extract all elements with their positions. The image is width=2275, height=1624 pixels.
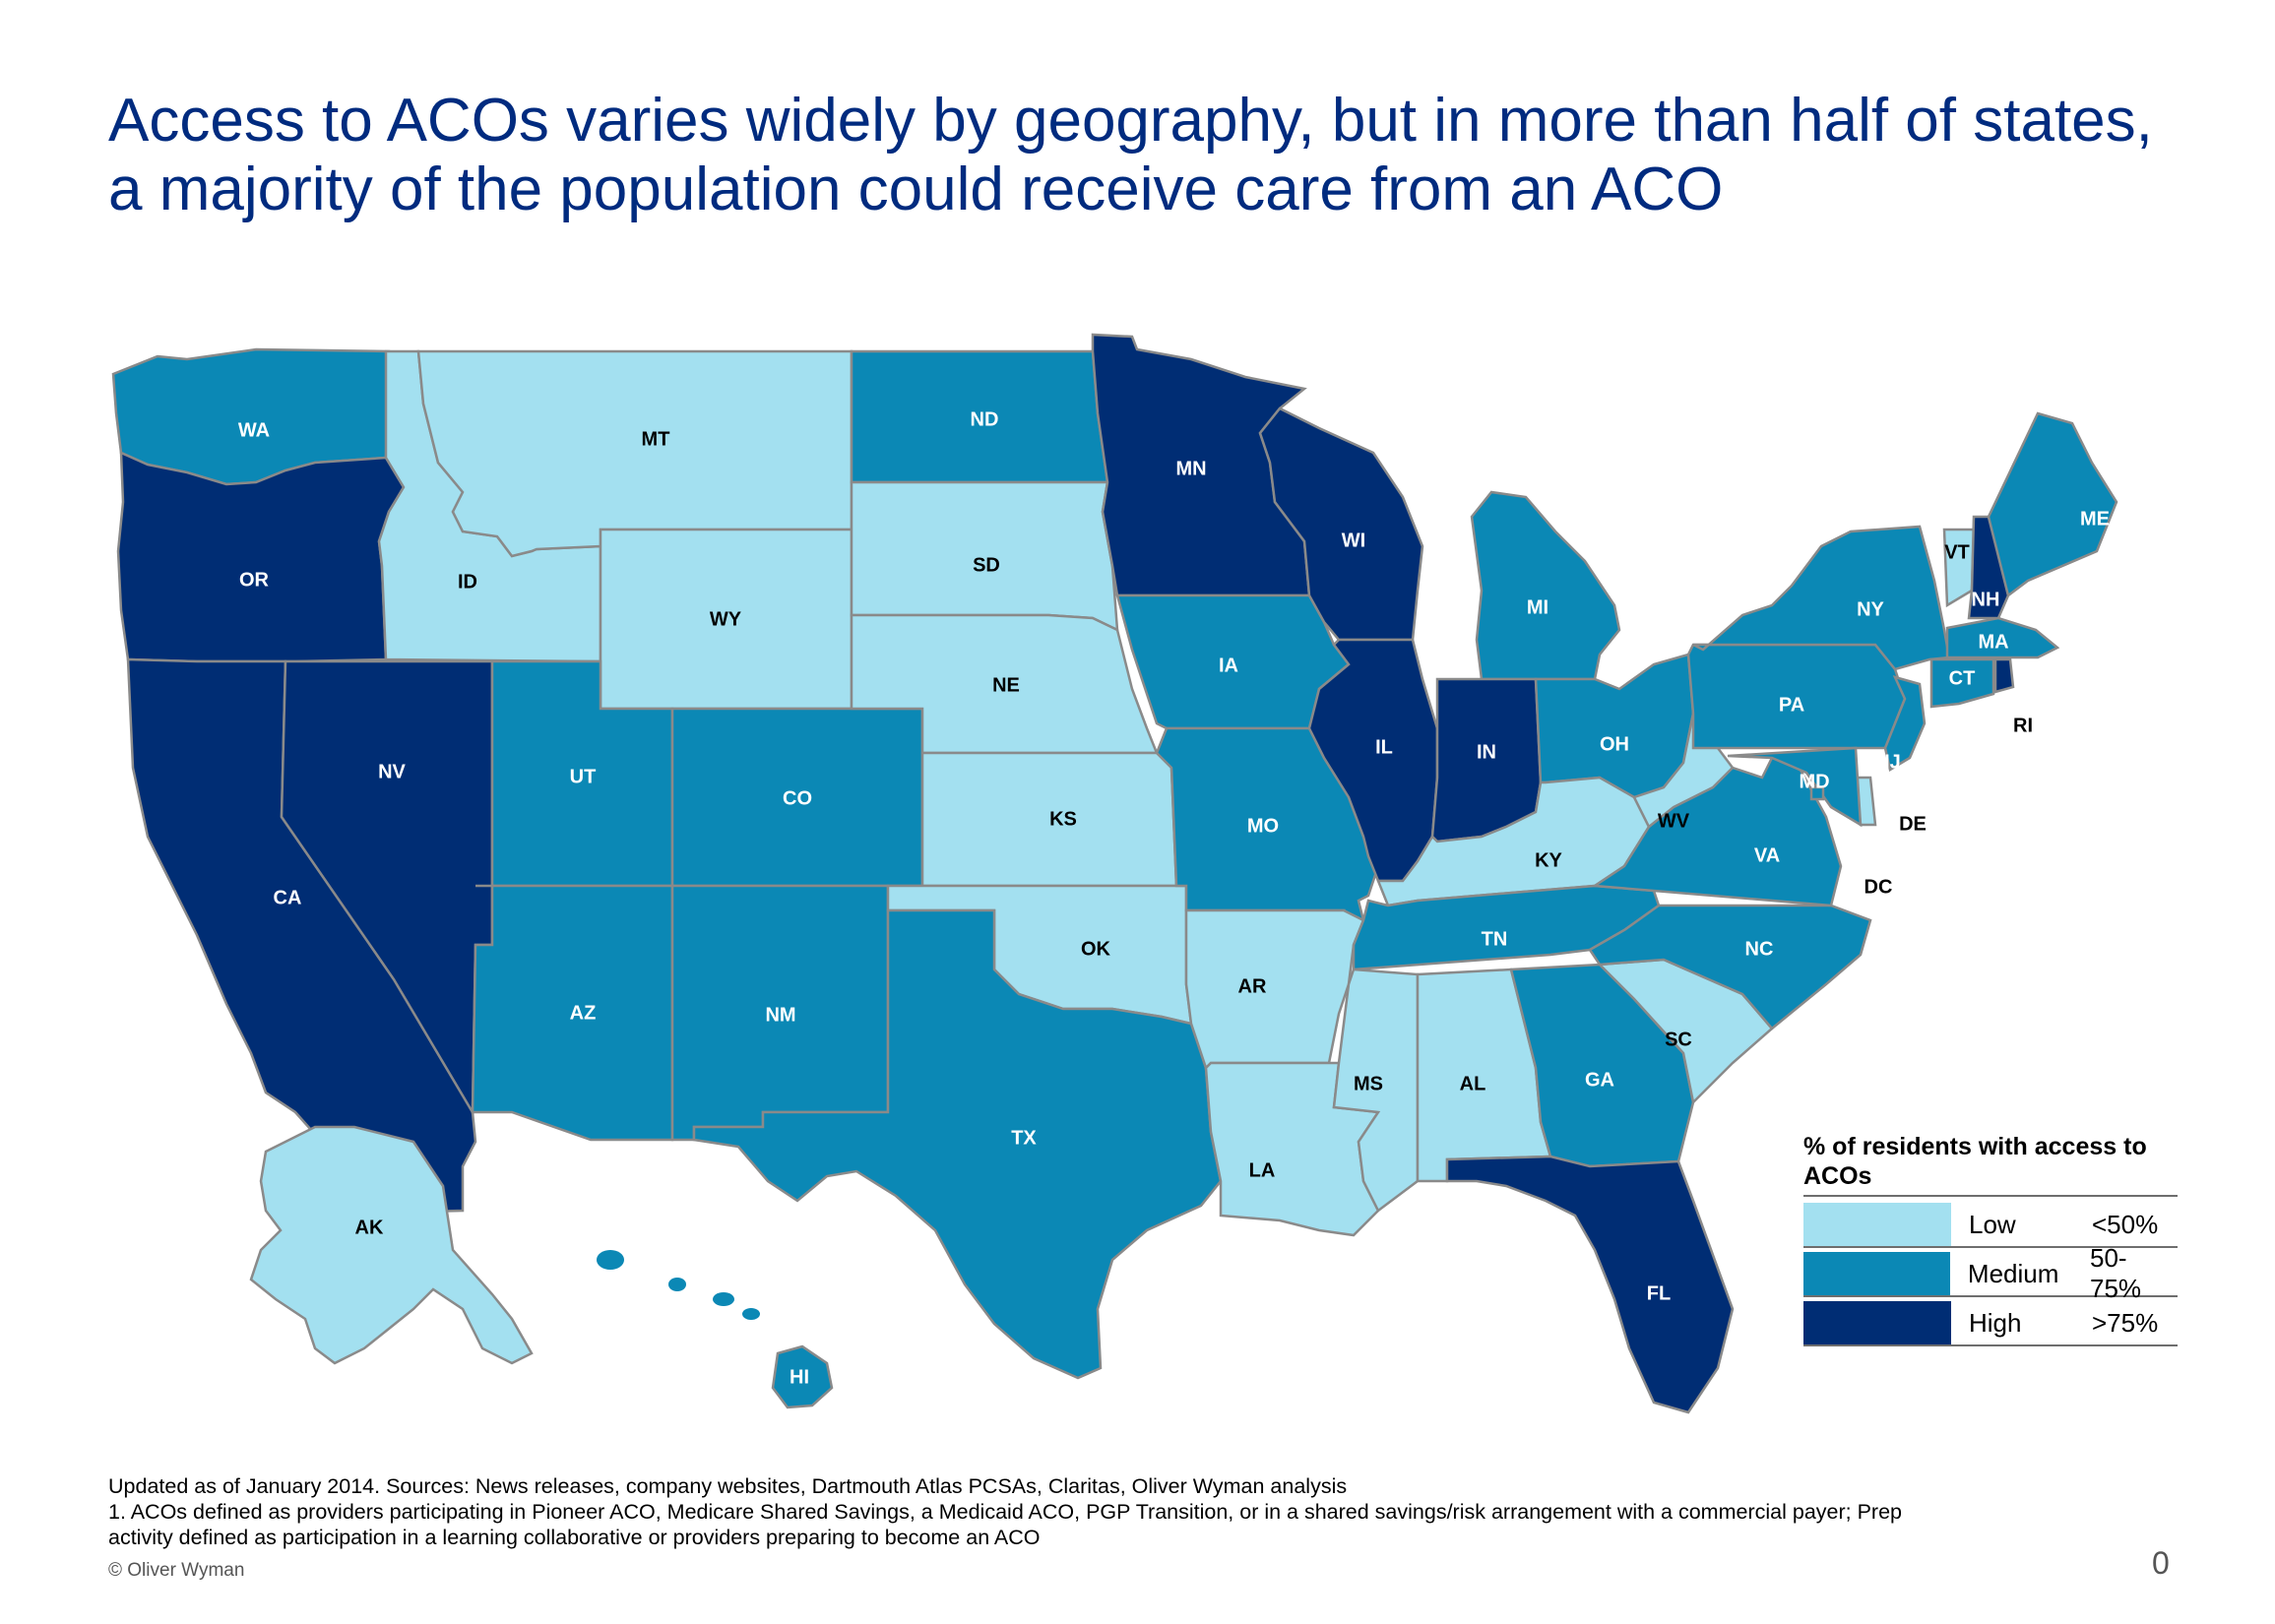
state-label-ok: OK <box>1081 938 1111 960</box>
state-nc <box>1588 904 1872 1031</box>
state-label-wv: WV <box>1658 810 1690 832</box>
state-label-me: ME <box>2080 508 2110 530</box>
state-label-vt: VT <box>1944 541 1970 563</box>
page-title: Access to ACOs varies widely by geograph… <box>108 87 2176 224</box>
state-label-ri: RI <box>2013 715 2033 736</box>
state-label-or: OR <box>239 569 270 591</box>
state-label-ca: CA <box>274 887 302 908</box>
page-number: 0 <box>2152 1545 2170 1581</box>
state-or <box>116 451 406 663</box>
state-ar <box>1184 908 1365 1071</box>
state-label-nc: NC <box>1745 938 1774 960</box>
state-label-ky: KY <box>1535 849 1562 871</box>
legend: % of residents with access to ACOs Low <… <box>1803 1132 2178 1350</box>
state-label-id: ID <box>458 571 477 593</box>
state-label-nj: NJ <box>1875 751 1901 773</box>
state-label-ct: CT <box>1949 667 1976 689</box>
hawaii-island-3 <box>713 1292 734 1306</box>
state-mi <box>1470 490 1621 681</box>
state-ny <box>1692 525 1951 671</box>
state-label-wa: WA <box>238 419 270 441</box>
state-md <box>1727 746 1863 828</box>
state-label-mo: MO <box>1247 815 1279 837</box>
state-label-pa: PA <box>1779 694 1804 716</box>
state-dc <box>1809 785 1825 801</box>
state-ma <box>1945 616 2060 659</box>
state-label-al: AL <box>1460 1073 1486 1094</box>
state-ne <box>850 613 1159 755</box>
state-label-ar: AR <box>1238 975 1267 997</box>
legend-label-medium: Medium <box>1967 1258 2059 1288</box>
state-label-tn: TN <box>1482 928 1508 950</box>
hawaii-island-2 <box>668 1278 686 1291</box>
hawaii-island-4 <box>742 1308 760 1320</box>
legend-label-low: Low <box>1969 1209 2016 1239</box>
state-label-md: MD <box>1799 771 1829 792</box>
state-label-nh: NH <box>1972 589 2000 610</box>
state-label-ma: MA <box>1978 631 2008 653</box>
state-me <box>1987 411 2118 598</box>
state-label-sc: SC <box>1665 1029 1692 1050</box>
state-label-az: AZ <box>570 1002 597 1024</box>
state-label-ga: GA <box>1585 1069 1614 1091</box>
state-label-nv: NV <box>378 761 406 782</box>
state-ak <box>249 1125 534 1365</box>
state-label-ne: NE <box>992 674 1020 696</box>
state-label-de: DE <box>1899 813 1927 835</box>
state-label-mi: MI <box>1527 596 1548 618</box>
state-label-ny: NY <box>1857 598 1884 620</box>
labels-layer: WA OR CA NV ID MT WY UT CO AZ NM ND SD NE KS OK TX MN IA MO… <box>238 408 2110 1388</box>
state-label-dc: DC <box>1864 876 1893 898</box>
state-ct <box>1929 657 1995 709</box>
legend-label-high: High <box>1969 1307 2022 1338</box>
state-tx <box>692 908 1223 1380</box>
state-mt <box>416 349 853 558</box>
state-ri <box>1993 657 2015 694</box>
footnote-line-2: 1. ACOs defined as providers participati… <box>108 1500 1902 1524</box>
state-label-ut: UT <box>570 766 597 787</box>
state-label-tx: TX <box>1011 1127 1037 1149</box>
state-label-wi: WI <box>1342 530 1365 551</box>
footnote-line-3: activity defined as participation in a l… <box>108 1526 1041 1549</box>
state-label-in: IN <box>1477 741 1496 763</box>
copyright: © Oliver Wyman <box>108 1560 245 1581</box>
legend-swatch-high <box>1803 1301 1951 1344</box>
state-label-sd: SD <box>973 554 1000 576</box>
state-label-va: VA <box>1754 844 1780 866</box>
legend-row-high: High >75% <box>1803 1301 2178 1346</box>
state-label-mn: MN <box>1175 458 1206 479</box>
legend-range-medium: 50-75% <box>2090 1243 2142 1303</box>
state-hi <box>771 1344 834 1409</box>
state-label-ms: MS <box>1354 1073 1383 1094</box>
state-label-nm: NM <box>765 1004 795 1026</box>
title-line-1: Access to ACOs varies widely by geograph… <box>108 87 2153 155</box>
footnotes: Updated as of January 2014. Sources: New… <box>108 1473 2225 1550</box>
hawaii-island-1 <box>597 1250 624 1270</box>
legend-range-low: <50% <box>2092 1209 2159 1239</box>
state-fl <box>1445 1155 1735 1414</box>
state-label-hi: HI <box>790 1366 809 1388</box>
state-label-nd: ND <box>971 408 999 430</box>
legend-range-high: >75% <box>2092 1307 2159 1338</box>
state-label-oh: OH <box>1600 733 1629 755</box>
footnote-line-1: Updated as of January 2014. Sources: New… <box>108 1474 1348 1498</box>
legend-swatch-medium <box>1803 1252 1950 1295</box>
state-label-ks: KS <box>1049 808 1077 830</box>
state-nj <box>1883 675 1927 772</box>
state-label-ak: AK <box>355 1217 384 1238</box>
legend-row-medium: Medium 50-75% <box>1803 1243 2178 1303</box>
state-label-co: CO <box>783 787 812 809</box>
states-layer <box>111 333 2118 1414</box>
title-line-2: a majority of the population could recei… <box>108 156 1724 223</box>
legend-row-low: Low <50% <box>1803 1203 2178 1248</box>
legend-swatch-low <box>1803 1203 1951 1246</box>
state-label-la: LA <box>1249 1159 1276 1181</box>
legend-title: % of residents with access to ACOs <box>1803 1132 2178 1197</box>
state-label-wy: WY <box>710 608 742 630</box>
state-label-ia: IA <box>1219 655 1238 676</box>
state-label-mt: MT <box>642 428 670 450</box>
state-label-il: IL <box>1375 736 1393 758</box>
state-label-fl: FL <box>1647 1282 1671 1304</box>
